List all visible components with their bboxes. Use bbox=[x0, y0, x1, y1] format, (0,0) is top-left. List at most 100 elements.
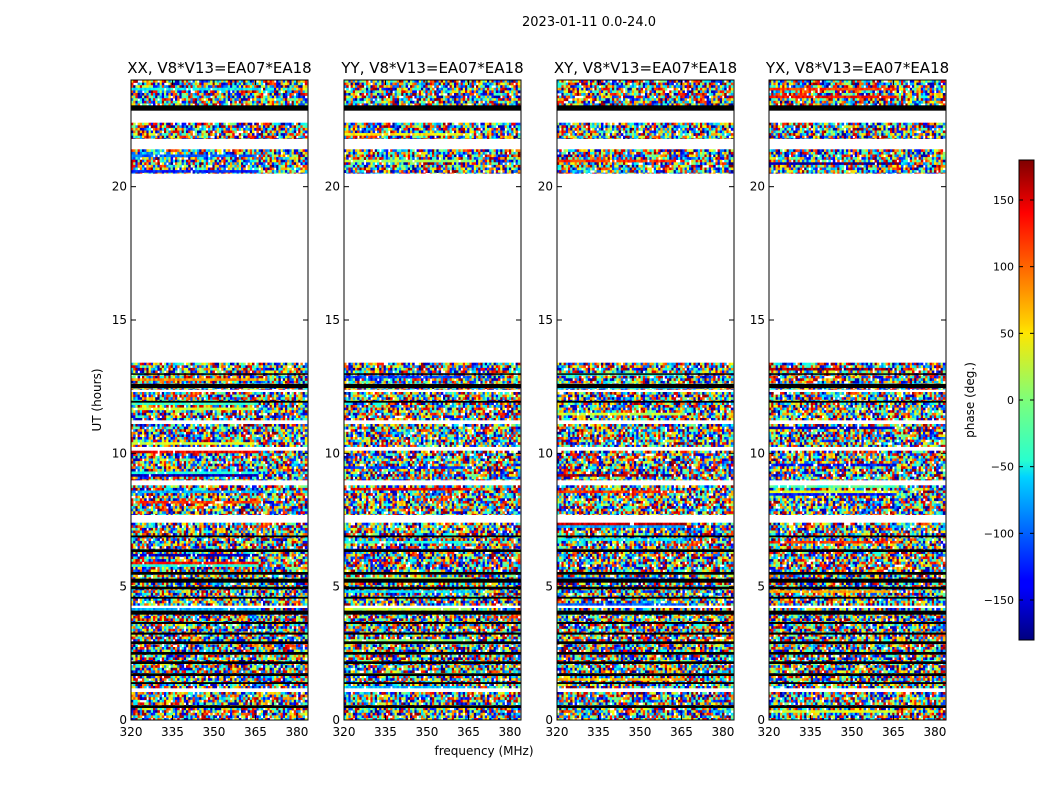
flagged-row bbox=[557, 579, 734, 583]
flagged-row bbox=[131, 622, 308, 624]
y-tick-label: 5 bbox=[545, 580, 553, 594]
panel-title: YX, V8*V13=EA07*EA18 bbox=[765, 59, 949, 77]
flagged-row bbox=[557, 587, 734, 590]
x-tick-label: 350 bbox=[841, 725, 864, 739]
colorbar-label: phase (deg.) bbox=[963, 362, 977, 438]
flagged-row bbox=[344, 641, 521, 644]
x-tick-label: 365 bbox=[244, 725, 267, 739]
flagged-row bbox=[344, 622, 521, 624]
colorbar-tick-label: 0 bbox=[1007, 394, 1014, 407]
flagged-row bbox=[344, 673, 521, 676]
flagged-row bbox=[131, 611, 308, 615]
flagged-row bbox=[131, 587, 308, 590]
flagged-row bbox=[131, 579, 308, 583]
x-tick-label: 350 bbox=[629, 725, 652, 739]
flagged-row bbox=[344, 633, 521, 635]
x-tick-label: 320 bbox=[333, 725, 356, 739]
y-tick-label: 5 bbox=[757, 580, 765, 594]
flagged-row bbox=[131, 105, 308, 110]
flagged-row bbox=[557, 652, 734, 655]
x-tick-label: 380 bbox=[498, 725, 521, 739]
y-tick-label: 20 bbox=[112, 180, 127, 194]
y-tick-label: 10 bbox=[750, 446, 765, 460]
flagged-row bbox=[131, 633, 308, 635]
flagged-row bbox=[131, 597, 308, 599]
x-tick-label: 365 bbox=[457, 725, 480, 739]
flagged-row bbox=[131, 682, 308, 684]
figure-title: 2023-01-11 0.0-24.0 bbox=[522, 15, 656, 30]
flagged-row bbox=[344, 373, 521, 375]
flagged-row bbox=[131, 673, 308, 676]
flagged-row bbox=[344, 535, 521, 537]
flagged-row bbox=[769, 572, 946, 575]
flagged-row bbox=[131, 401, 308, 403]
colorbar-tick-label: −100 bbox=[984, 527, 1014, 540]
y-tick-label: 10 bbox=[325, 446, 340, 460]
flagged-row bbox=[131, 384, 308, 388]
x-tick-label: 365 bbox=[882, 725, 905, 739]
x-tick-label: 365 bbox=[670, 725, 693, 739]
y-tick-label: 5 bbox=[332, 580, 340, 594]
y-tick-label: 20 bbox=[538, 180, 553, 194]
flagged-row bbox=[557, 401, 734, 403]
x-tick-label: 335 bbox=[587, 725, 610, 739]
y-tick-label: 15 bbox=[112, 313, 127, 327]
flagged-row bbox=[769, 384, 946, 388]
flagged-row bbox=[557, 373, 734, 375]
y-tick-label: 20 bbox=[750, 180, 765, 194]
flagged-row bbox=[769, 105, 946, 110]
flagged-row bbox=[557, 641, 734, 644]
y-tick-label: 15 bbox=[538, 313, 553, 327]
flagged-row bbox=[344, 597, 521, 599]
flagged-row bbox=[344, 661, 521, 664]
flagged-row bbox=[769, 673, 946, 676]
panels: XX, V8*V13=EA07*EA18 320 335 350 365 380 0 5 10 1… bbox=[112, 59, 949, 739]
x-tick-label: 320 bbox=[120, 725, 143, 739]
flagged-row bbox=[557, 633, 734, 635]
x-tick-label: 335 bbox=[374, 725, 397, 739]
panel-title: YY, V8*V13=EA07*EA18 bbox=[340, 59, 523, 77]
panel-title: XX, V8*V13=EA07*EA18 bbox=[127, 59, 311, 77]
x-tick-label: 320 bbox=[546, 725, 569, 739]
x-tick-label: 320 bbox=[758, 725, 781, 739]
flagged-row bbox=[557, 384, 734, 388]
y-tick-label: 0 bbox=[119, 713, 127, 727]
y-tick-label: 5 bbox=[119, 580, 127, 594]
y-axis-label: UT (hours) bbox=[90, 368, 104, 431]
flagged-row bbox=[344, 384, 521, 388]
flagged-row bbox=[769, 587, 946, 590]
flagged-row bbox=[344, 549, 521, 552]
y-tick-label: 15 bbox=[325, 313, 340, 327]
flagged-row bbox=[557, 682, 734, 684]
y-tick-label: 10 bbox=[112, 446, 127, 460]
flagged-row bbox=[769, 611, 946, 615]
flagged-row bbox=[344, 611, 521, 615]
colorbar-tick-label: 50 bbox=[1000, 327, 1014, 340]
x-tick-label: 350 bbox=[203, 725, 226, 739]
flagged-row bbox=[557, 535, 734, 537]
y-tick-label: 10 bbox=[538, 446, 553, 460]
flagged-row bbox=[769, 579, 946, 583]
flagged-row bbox=[557, 611, 734, 615]
flagged-row bbox=[557, 661, 734, 664]
flagged-row bbox=[769, 401, 946, 403]
flagged-row bbox=[769, 705, 946, 708]
flagged-row bbox=[769, 652, 946, 655]
x-tick-label: 380 bbox=[285, 725, 308, 739]
flagged-row bbox=[131, 535, 308, 537]
flagged-row bbox=[131, 549, 308, 552]
colorbar-tick-label: −50 bbox=[991, 461, 1014, 474]
x-tick-label: 380 bbox=[711, 725, 734, 739]
x-axis-label: frequency (MHz) bbox=[434, 744, 533, 758]
flagged-row bbox=[344, 105, 521, 110]
flagged-row bbox=[769, 633, 946, 635]
flagged-row bbox=[344, 572, 521, 575]
x-tick-label: 335 bbox=[799, 725, 822, 739]
flagged-row bbox=[557, 105, 734, 110]
colorbar-tick-label: 150 bbox=[993, 194, 1014, 207]
flagged-row bbox=[131, 572, 308, 575]
